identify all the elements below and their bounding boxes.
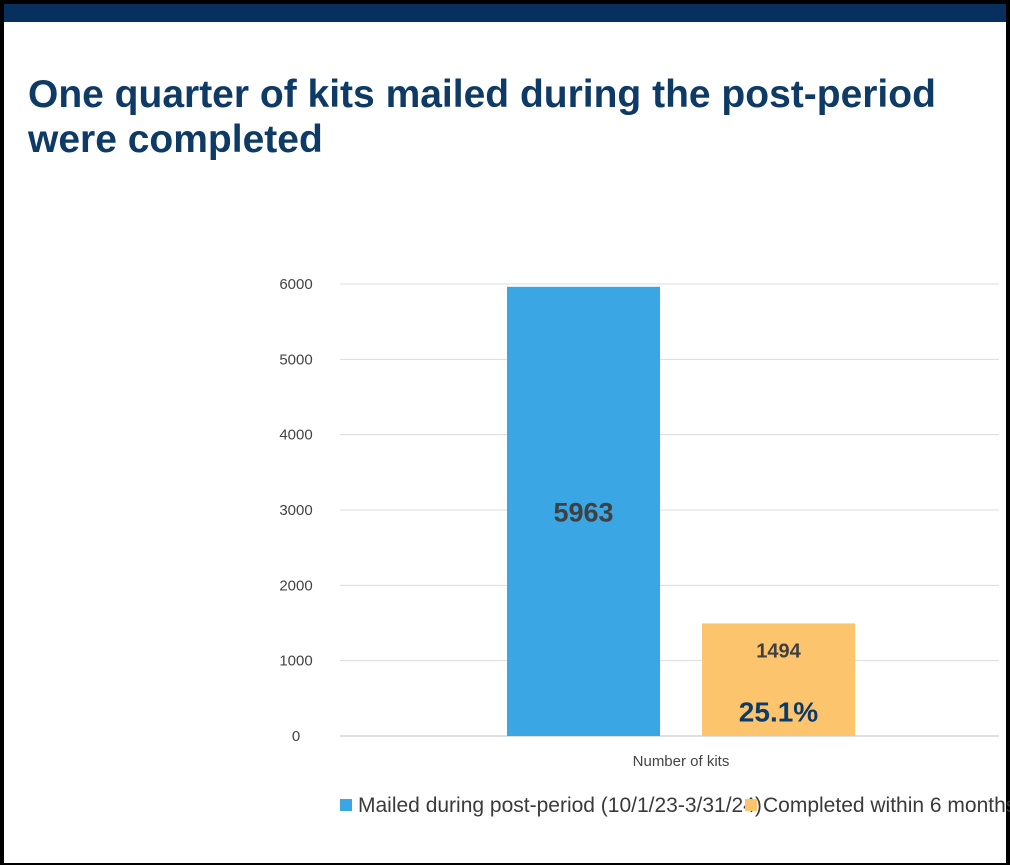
legend-label-completed: Completed within 6 months	[763, 794, 1010, 817]
y-tick-label: 5000	[279, 351, 312, 368]
x-category-label: Number of kits	[633, 753, 730, 770]
y-tick-label: 1000	[279, 653, 312, 670]
y-tick-label: 4000	[279, 427, 312, 444]
y-tick-label: 6000	[279, 276, 312, 293]
y-tick-label: 2000	[279, 577, 312, 594]
data-label-mailed: 5963	[553, 497, 613, 527]
completion-percent-label: 25.1%	[739, 696, 818, 727]
data-label-completed: 1494	[756, 640, 801, 662]
legend-label-mailed: Mailed during post-period (10/1/23-3/31/…	[358, 794, 762, 817]
y-axis-ticks: 0 1000 2000 3000 4000 5000 6000	[279, 276, 312, 745]
y-tick-label: 0	[292, 728, 300, 745]
slide-title: One quarter of kits mailed during the po…	[28, 73, 936, 161]
header-bar	[4, 0, 1006, 22]
bar-completed	[702, 623, 855, 736]
gridlines	[340, 283, 999, 737]
legend: Mailed during post-period (10/1/23-3/31/…	[340, 794, 1010, 817]
bar-mailed	[507, 286, 660, 736]
y-tick-label: 3000	[279, 502, 312, 519]
legend-swatch-mailed	[340, 799, 352, 811]
data-labels: 5963 1494 25.1%	[553, 497, 818, 727]
legend-swatch-completed	[745, 799, 757, 811]
bars	[507, 286, 855, 736]
